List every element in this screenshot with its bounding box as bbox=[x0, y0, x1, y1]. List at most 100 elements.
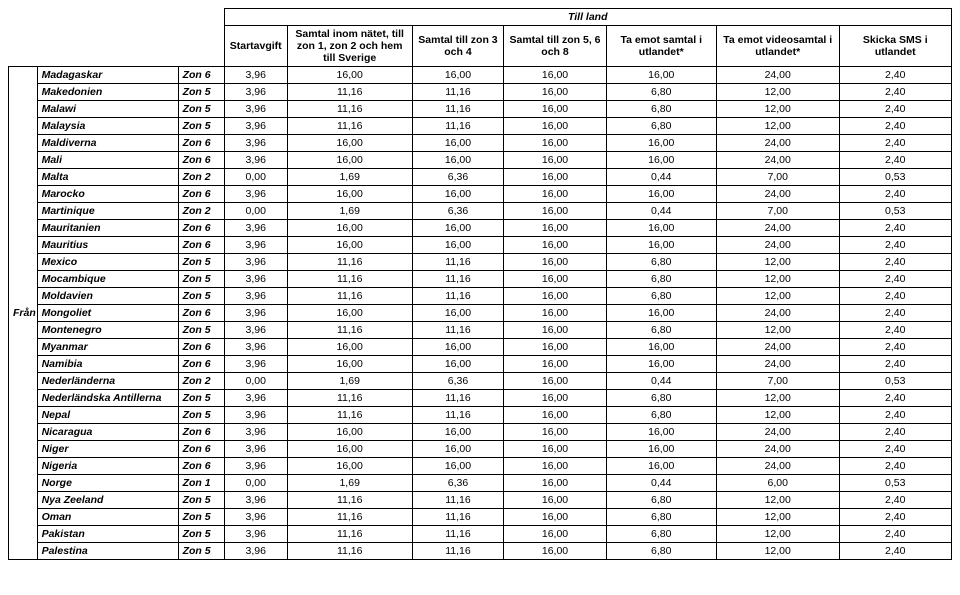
value-cell: 3,96 bbox=[224, 509, 287, 526]
value-cell: 11,16 bbox=[287, 390, 412, 407]
value-cell: 6,80 bbox=[606, 407, 716, 424]
value-cell: 11,16 bbox=[287, 509, 412, 526]
value-cell: 11,16 bbox=[412, 288, 504, 305]
value-cell: 16,00 bbox=[606, 135, 716, 152]
zone-cell: Zon 5 bbox=[178, 543, 224, 560]
table-row: MauritanienZon 63,9616,0016,0016,0016,00… bbox=[9, 220, 952, 237]
zone-cell: Zon 5 bbox=[178, 101, 224, 118]
country-cell: Maldiverna bbox=[37, 135, 178, 152]
table-row: MexicoZon 53,9611,1611,1616,006,8012,002… bbox=[9, 254, 952, 271]
value-cell: 2,40 bbox=[839, 407, 951, 424]
value-cell: 12,00 bbox=[716, 271, 839, 288]
value-cell: 3,96 bbox=[224, 339, 287, 356]
value-cell: 16,00 bbox=[504, 407, 606, 424]
value-cell: 2,40 bbox=[839, 492, 951, 509]
value-cell: 24,00 bbox=[716, 135, 839, 152]
value-cell: 2,40 bbox=[839, 305, 951, 322]
value-cell: 11,16 bbox=[412, 118, 504, 135]
country-cell: Nederländerna bbox=[37, 373, 178, 390]
country-cell: Norge bbox=[37, 475, 178, 492]
table-row: PalestinaZon 53,9611,1611,1616,006,8012,… bbox=[9, 543, 952, 560]
value-cell: 3,96 bbox=[224, 492, 287, 509]
value-cell: 6,80 bbox=[606, 84, 716, 101]
value-cell: 7,00 bbox=[716, 169, 839, 186]
value-cell: 3,96 bbox=[224, 220, 287, 237]
value-cell: 12,00 bbox=[716, 492, 839, 509]
value-cell: 7,00 bbox=[716, 373, 839, 390]
value-cell: 6,36 bbox=[412, 475, 504, 492]
col-header-sms: Skicka SMS i utlandet bbox=[839, 26, 951, 67]
zone-cell: Zon 6 bbox=[178, 220, 224, 237]
value-cell: 0,53 bbox=[839, 373, 951, 390]
value-cell: 16,00 bbox=[504, 135, 606, 152]
table-row: NicaraguaZon 63,9616,0016,0016,0016,0024… bbox=[9, 424, 952, 441]
value-cell: 11,16 bbox=[287, 492, 412, 509]
value-cell: 16,00 bbox=[287, 186, 412, 203]
value-cell: 6,80 bbox=[606, 543, 716, 560]
value-cell: 3,96 bbox=[224, 543, 287, 560]
country-cell: Nigeria bbox=[37, 458, 178, 475]
value-cell: 11,16 bbox=[287, 407, 412, 424]
value-cell: 12,00 bbox=[716, 322, 839, 339]
value-cell: 16,00 bbox=[504, 254, 606, 271]
zone-cell: Zon 5 bbox=[178, 118, 224, 135]
value-cell: 11,16 bbox=[287, 101, 412, 118]
country-cell: Martinique bbox=[37, 203, 178, 220]
value-cell: 0,00 bbox=[224, 373, 287, 390]
zone-cell: Zon 5 bbox=[178, 407, 224, 424]
super-header: Till land bbox=[224, 9, 951, 26]
value-cell: 6,80 bbox=[606, 322, 716, 339]
value-cell: 16,00 bbox=[606, 237, 716, 254]
value-cell: 6,80 bbox=[606, 271, 716, 288]
value-cell: 2,40 bbox=[839, 322, 951, 339]
col-header-zon568: Samtal till zon 5, 6 och 8 bbox=[504, 26, 606, 67]
value-cell: 6,80 bbox=[606, 118, 716, 135]
value-cell: 24,00 bbox=[716, 356, 839, 373]
value-cell: 16,00 bbox=[606, 305, 716, 322]
value-cell: 0,53 bbox=[839, 169, 951, 186]
value-cell: 24,00 bbox=[716, 305, 839, 322]
value-cell: 16,00 bbox=[287, 237, 412, 254]
zone-cell: Zon 5 bbox=[178, 254, 224, 271]
table-row: NorgeZon 10,001,696,3616,000,446,000,53 bbox=[9, 475, 952, 492]
value-cell: 16,00 bbox=[504, 475, 606, 492]
value-cell: 2,40 bbox=[839, 441, 951, 458]
table-row: MakedonienZon 53,9611,1611,1616,006,8012… bbox=[9, 84, 952, 101]
value-cell: 16,00 bbox=[412, 441, 504, 458]
value-cell: 24,00 bbox=[716, 424, 839, 441]
value-cell: 16,00 bbox=[287, 458, 412, 475]
value-cell: 3,96 bbox=[224, 237, 287, 254]
value-cell: 3,96 bbox=[224, 526, 287, 543]
value-cell: 16,00 bbox=[504, 203, 606, 220]
zone-cell: Zon 5 bbox=[178, 492, 224, 509]
country-cell: Mongoliet bbox=[37, 305, 178, 322]
value-cell: 2,40 bbox=[839, 458, 951, 475]
zone-cell: Zon 6 bbox=[178, 424, 224, 441]
value-cell: 3,96 bbox=[224, 458, 287, 475]
value-cell: 16,00 bbox=[606, 152, 716, 169]
value-cell: 2,40 bbox=[839, 288, 951, 305]
value-cell: 6,36 bbox=[412, 203, 504, 220]
table-row: MartiniqueZon 20,001,696,3616,000,447,00… bbox=[9, 203, 952, 220]
value-cell: 6,80 bbox=[606, 492, 716, 509]
zone-cell: Zon 6 bbox=[178, 186, 224, 203]
value-cell: 1,69 bbox=[287, 373, 412, 390]
value-cell: 2,40 bbox=[839, 152, 951, 169]
table-row: NigerZon 63,9616,0016,0016,0016,0024,002… bbox=[9, 441, 952, 458]
value-cell: 16,00 bbox=[287, 305, 412, 322]
col-header-startavgift: Startavgift bbox=[224, 26, 287, 67]
value-cell: 16,00 bbox=[412, 424, 504, 441]
value-cell: 0,44 bbox=[606, 373, 716, 390]
value-cell: 11,16 bbox=[287, 271, 412, 288]
value-cell: 12,00 bbox=[716, 101, 839, 118]
country-cell: Oman bbox=[37, 509, 178, 526]
zone-cell: Zon 6 bbox=[178, 441, 224, 458]
table-row: OmanZon 53,9611,1611,1616,006,8012,002,4… bbox=[9, 509, 952, 526]
value-cell: 24,00 bbox=[716, 220, 839, 237]
table-row: MarockoZon 63,9616,0016,0016,0016,0024,0… bbox=[9, 186, 952, 203]
value-cell: 2,40 bbox=[839, 509, 951, 526]
value-cell: 3,96 bbox=[224, 152, 287, 169]
country-cell: Nederländska Antillerna bbox=[37, 390, 178, 407]
value-cell: 11,16 bbox=[412, 101, 504, 118]
zone-cell: Zon 2 bbox=[178, 169, 224, 186]
